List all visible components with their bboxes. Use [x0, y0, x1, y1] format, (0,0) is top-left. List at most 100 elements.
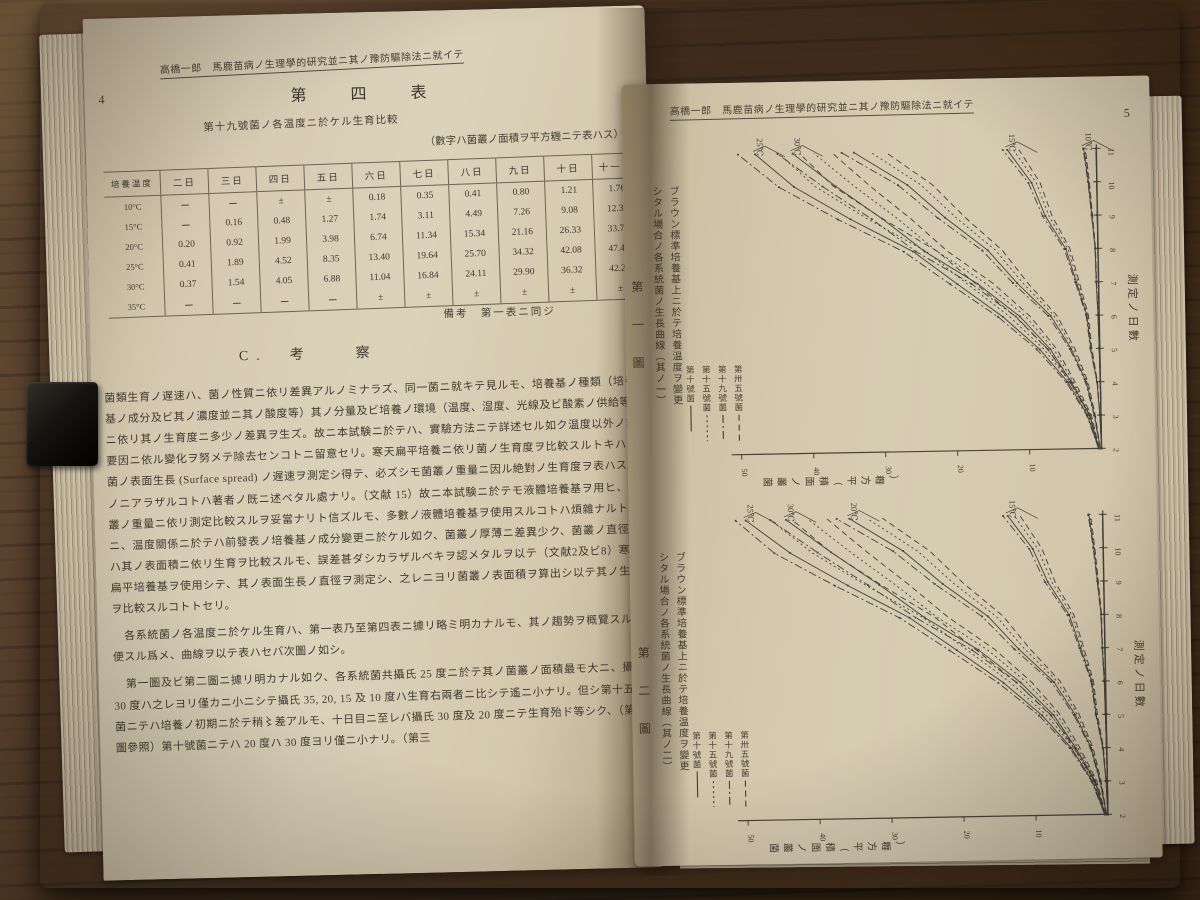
data-point-marker [1072, 713, 1075, 716]
data-point-marker [1018, 315, 1021, 318]
table-cell-area: 21.16 [498, 221, 547, 244]
legend-entry: 第十號菌 [684, 365, 697, 443]
running-head-right: 高橋一郎 馬鹿苗病ノ生理學的研究並ニ其ノ豫防驅除法ニ就イテ [669, 95, 975, 121]
data-point-marker [773, 552, 776, 555]
data-point-marker [1097, 280, 1100, 283]
day-tick-label: 4 [1110, 381, 1119, 385]
day-tick-label: 6 [1109, 315, 1118, 319]
table-cell-area: 4.49 [449, 203, 499, 226]
column-header-day: 三日 [207, 166, 257, 194]
column-header-day: 二日 [159, 168, 209, 196]
data-point-marker [1001, 315, 1004, 318]
table-cell-area: 1.27 [305, 208, 355, 231]
table-cell-area: 9.08 [545, 199, 595, 222]
left-page: 高橋一郎 馬鹿苗病ノ生理學的研究並ニ其ノ豫防驅除法ニ就イテ 4 第 四 表 第十… [82, 5, 666, 881]
data-point-marker [1078, 647, 1081, 649]
column-header-temperature: 培養温度 [103, 170, 161, 198]
table-cell-area: 1.54 [211, 272, 261, 294]
growth-curve [870, 151, 1101, 449]
data-point-marker [1093, 780, 1096, 783]
data-point-marker [821, 185, 824, 188]
table-cell-area: 7.26 [497, 201, 547, 224]
area-tick-label: 40 [818, 833, 827, 841]
data-point-marker [1070, 381, 1073, 384]
temperature-curve-label: 20℃ [849, 503, 859, 521]
page-number-right: 5 [1123, 105, 1130, 120]
temperature-curve-label: 15℃ [1007, 500, 1017, 518]
data-point-marker [1050, 681, 1053, 683]
binder-clip [26, 382, 98, 466]
growth-curve [737, 154, 1099, 449]
data-point-marker [902, 250, 905, 253]
table-cell-area: 15.34 [450, 223, 499, 246]
data-point-marker [1082, 147, 1085, 150]
table-cell-area: 0.37 [163, 273, 213, 296]
data-point-marker [881, 217, 884, 220]
temperature-label-bracket [743, 511, 776, 524]
data-point-marker [1096, 580, 1099, 583]
table-body: 10°C ーー ± ±0.18 0.35 0.41 0.80 1.21 1.76 15°C ー 0.1… [104, 177, 645, 319]
growth-comparison-table: 培養温度 二日 三日 四日 五日 六日 七日 八日 九日 十日 十一日 10°C ーー ± ±0.18 0.… [103, 152, 645, 319]
data-point-marker [1013, 648, 1016, 651]
growth-curve [1018, 149, 1102, 449]
table-cell-area: 0.20 [162, 233, 211, 256]
data-point-marker [1093, 414, 1095, 417]
data-point-marker [1095, 180, 1098, 183]
data-point-marker [852, 151, 855, 154]
column-header-day: 十日 [543, 154, 593, 182]
data-point-marker [981, 615, 983, 618]
data-point-marker [1052, 680, 1055, 683]
row-label-temperature: 20°C [125, 241, 144, 253]
data-point-marker [835, 518, 838, 520]
growth-curve [769, 519, 1106, 815]
legend-line-sample [706, 414, 708, 441]
data-point-marker [1041, 714, 1044, 717]
data-point-marker [1073, 747, 1076, 750]
data-point-marker [1046, 581, 1049, 583]
data-point-marker [1070, 347, 1073, 350]
temperature-curve-label: 30℃ [786, 504, 796, 522]
data-point-marker [1094, 713, 1097, 716]
table-cell-area: 25.70 [450, 243, 500, 266]
growth-curve [1102, 514, 1109, 815]
data-point-marker [785, 518, 787, 521]
temperature-label-bracket [847, 510, 880, 522]
data-point-marker [1090, 214, 1093, 217]
growth-curve [1007, 515, 1109, 815]
growth-curve [882, 517, 1108, 815]
day-tick-label: 5 [1116, 714, 1125, 718]
growth-curve [1006, 149, 1102, 449]
figure-2: 第二圖 ブラウン標準培養基上ニ於テ培養温度ヲ變更 シタル場合ノ各系統菌ノ生長曲線… [628, 487, 1162, 858]
table-cell-area: 3.11 [401, 205, 451, 227]
table-cell-area: 13.40 [354, 246, 404, 269]
data-point-marker [1068, 381, 1071, 384]
column-header-day: 四日 [255, 164, 305, 192]
legend-line-sample [690, 405, 692, 432]
figure-1-caption-line1: ブラウン標準培養基上ニ於テ培養温度ヲ變更 [666, 185, 682, 406]
temperature-label-bracket [752, 145, 786, 158]
data-point-marker [1090, 680, 1092, 683]
growth-curve [754, 153, 1100, 449]
data-point-marker [1014, 315, 1017, 318]
data-point-marker [1017, 648, 1020, 651]
table-cell-area: 42.08 [546, 239, 596, 262]
figure-1-legend: 第十號菌 第十五號菌 第十九號菌 第卅五號菌 [684, 365, 745, 444]
data-point-marker [840, 151, 843, 154]
data-point-marker [1066, 614, 1069, 616]
growth-curve [735, 520, 1106, 815]
figure-1-caption-line2: シタル場合ノ各系統菌ノ生長曲線（其ノ一） [649, 185, 665, 407]
day-tick-label: 9 [1114, 581, 1123, 585]
table-cell-area: ± [452, 283, 502, 306]
data-point-marker [1084, 380, 1087, 383]
data-point-marker [908, 616, 911, 619]
paragraph-1: 菌類生育ノ遅速ハ、菌ノ性質ニ依リ差異アルノミナラズ、同一菌ニ就キテ見ルモ、培養基… [104, 375, 643, 616]
area-tick-label: 30 [884, 466, 893, 474]
data-point-marker [1068, 347, 1071, 350]
day-tick-label: 8 [1115, 614, 1124, 618]
table-cell-area: ー [260, 290, 310, 313]
growth-curve [777, 153, 1100, 449]
data-point-marker [1068, 747, 1071, 750]
data-point-marker [944, 216, 947, 219]
